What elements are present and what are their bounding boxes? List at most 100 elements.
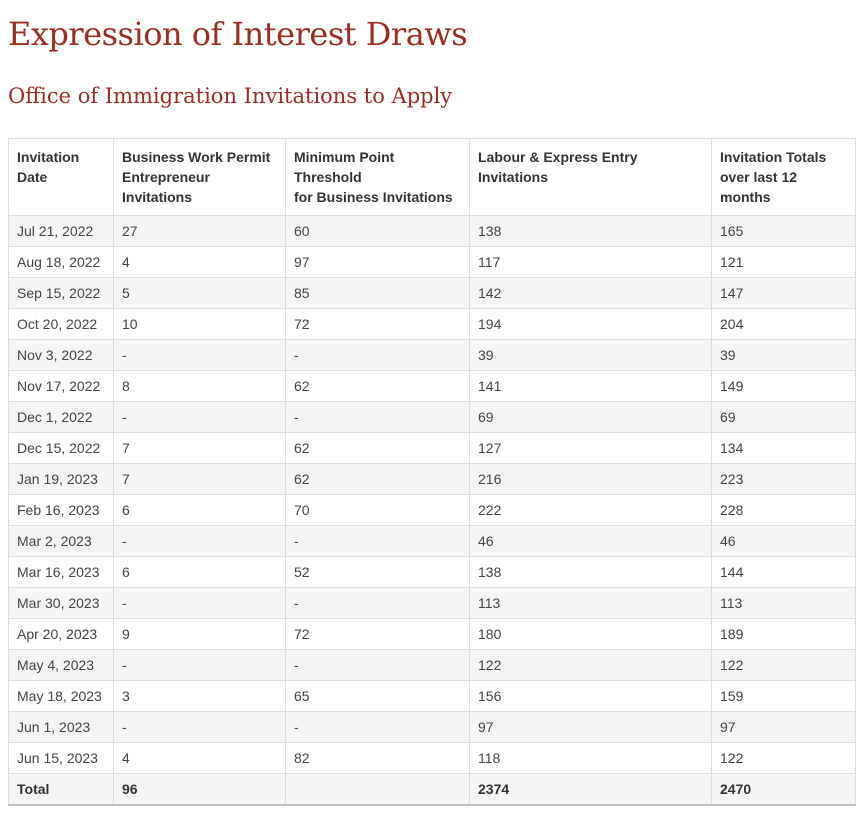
cell-labour-express: 194 [469, 307, 712, 340]
cell-point-threshold: 60 [285, 214, 470, 247]
table-row: Sep 15, 2022 5 85 142 147 [8, 276, 856, 309]
table-row: Jun 1, 2023 - - 97 97 [8, 710, 856, 743]
table-row: Mar 30, 2023 - - 113 113 [8, 586, 856, 619]
cell-invitation-date: Oct 20, 2022 [8, 307, 114, 340]
cell-labour-express: 113 [469, 586, 712, 619]
cell-business-invitations: - [113, 338, 286, 371]
column-header-business-work-permit: Business Work Permit Entrepreneur Invita… [113, 137, 286, 216]
cell-point-threshold: 85 [285, 276, 470, 309]
page-title: Expression of Interest Draws [8, 15, 468, 53]
cell-labour-express: 46 [469, 524, 712, 557]
cell-business-invitations: 6 [113, 555, 286, 588]
cell-labour-express: 118 [469, 741, 712, 774]
cell-business-invitations: 5 [113, 276, 286, 309]
cell-business-invitations: 6 [113, 493, 286, 526]
table-row: Dec 15, 2022 7 62 127 134 [8, 431, 856, 464]
cell-invitation-totals: 69 [711, 400, 856, 433]
cell-invitation-totals: 189 [711, 617, 856, 650]
cell-invitation-date: Dec 15, 2022 [8, 431, 114, 464]
cell-invitation-date: Jul 21, 2022 [8, 214, 114, 247]
cell-point-threshold: - [285, 524, 470, 557]
column-header-invitation-totals: Invitation Totals over last 12 months [711, 137, 856, 216]
cell-point-threshold: 65 [285, 679, 470, 712]
table-row: Nov 17, 2022 8 62 141 149 [8, 369, 856, 402]
cell-labour-express: 117 [469, 245, 712, 278]
cell-business-invitations: 10 [113, 307, 286, 340]
table-row: May 18, 2023 3 65 156 159 [8, 679, 856, 712]
cell-labour-express: 180 [469, 617, 712, 650]
cell-invitation-totals: 144 [711, 555, 856, 588]
cell-invitation-totals: 39 [711, 338, 856, 371]
cell-business-invitations: - [113, 400, 286, 433]
table-row: Mar 2, 2023 - - 46 46 [8, 524, 856, 557]
cell-business-invitations: - [113, 648, 286, 681]
cell-labour-express: 127 [469, 431, 712, 464]
cell-point-threshold: 72 [285, 617, 470, 650]
cell-invitation-date: Mar 30, 2023 [8, 586, 114, 619]
cell-invitation-totals: 121 [711, 245, 856, 278]
table-row: Dec 1, 2022 - - 69 69 [8, 400, 856, 433]
table-row: Jul 21, 2022 27 60 138 165 [8, 214, 856, 247]
cell-invitation-totals: 122 [711, 648, 856, 681]
cell-business-invitations: 4 [113, 741, 286, 774]
cell-labour-express: 69 [469, 400, 712, 433]
table-row: Aug 18, 2022 4 97 117 121 [8, 245, 856, 278]
eoi-draws-table: Invitation Date Business Work Permit Ent… [8, 137, 856, 806]
cell-invitation-date: Apr 20, 2023 [8, 617, 114, 650]
cell-invitation-date: Nov 17, 2022 [8, 369, 114, 402]
cell-invitation-totals: 149 [711, 369, 856, 402]
cell-invitation-totals: 147 [711, 276, 856, 309]
table-row: Nov 3, 2022 - - 39 39 [8, 338, 856, 371]
cell-labour-express: 138 [469, 555, 712, 588]
cell-point-threshold: - [285, 710, 470, 743]
cell-business-invitations: - [113, 586, 286, 619]
table-row: Feb 16, 2023 6 70 222 228 [8, 493, 856, 526]
cell-point-threshold: 97 [285, 245, 470, 278]
total-point-threshold [285, 772, 470, 806]
cell-business-invitations: 8 [113, 369, 286, 402]
cell-labour-express: 138 [469, 214, 712, 247]
cell-business-invitations: - [113, 524, 286, 557]
table-row: Jun 15, 2023 4 82 118 122 [8, 741, 856, 774]
cell-point-threshold: - [285, 586, 470, 619]
cell-invitation-date: Nov 3, 2022 [8, 338, 114, 371]
cell-invitation-totals: 134 [711, 431, 856, 464]
cell-point-threshold: - [285, 648, 470, 681]
cell-labour-express: 216 [469, 462, 712, 495]
column-header-invitation-date: Invitation Date [8, 137, 114, 216]
cell-invitation-date: Sep 15, 2022 [8, 276, 114, 309]
cell-invitation-date: Jun 1, 2023 [8, 710, 114, 743]
table-row: Apr 20, 2023 9 72 180 189 [8, 617, 856, 650]
cell-invitation-date: Mar 16, 2023 [8, 555, 114, 588]
cell-labour-express: 122 [469, 648, 712, 681]
cell-labour-express: 141 [469, 369, 712, 402]
cell-point-threshold: - [285, 400, 470, 433]
table-row: Oct 20, 2022 10 72 194 204 [8, 307, 856, 340]
cell-point-threshold: 62 [285, 462, 470, 495]
cell-business-invitations: - [113, 710, 286, 743]
total-row: Total 96 2374 2470 [8, 772, 856, 806]
total-labour-express: 2374 [469, 772, 712, 806]
cell-labour-express: 222 [469, 493, 712, 526]
table-row: Jan 19, 2023 7 62 216 223 [8, 462, 856, 495]
cell-invitation-totals: 113 [711, 586, 856, 619]
cell-invitation-date: Aug 18, 2022 [8, 245, 114, 278]
page-subtitle: Office of Immigration Invitations to App… [8, 83, 453, 108]
cell-invitation-totals: 159 [711, 679, 856, 712]
cell-invitation-totals: 204 [711, 307, 856, 340]
cell-invitation-date: Mar 2, 2023 [8, 524, 114, 557]
cell-invitation-date: May 4, 2023 [8, 648, 114, 681]
cell-labour-express: 39 [469, 338, 712, 371]
column-header-minimum-point-threshold: Minimum Point Threshold for Business Inv… [285, 137, 470, 216]
cell-invitation-date: May 18, 2023 [8, 679, 114, 712]
cell-invitation-date: Jun 15, 2023 [8, 741, 114, 774]
column-header-labour-express-entry: Labour & Express Entry Invitations [469, 137, 712, 216]
cell-invitation-totals: 46 [711, 524, 856, 557]
cell-invitation-date: Jan 19, 2023 [8, 462, 114, 495]
cell-point-threshold: - [285, 338, 470, 371]
total-invitation-totals: 2470 [711, 772, 856, 806]
cell-business-invitations: 9 [113, 617, 286, 650]
cell-point-threshold: 62 [285, 369, 470, 402]
cell-point-threshold: 82 [285, 741, 470, 774]
header-row: Invitation Date Business Work Permit Ent… [8, 137, 856, 216]
